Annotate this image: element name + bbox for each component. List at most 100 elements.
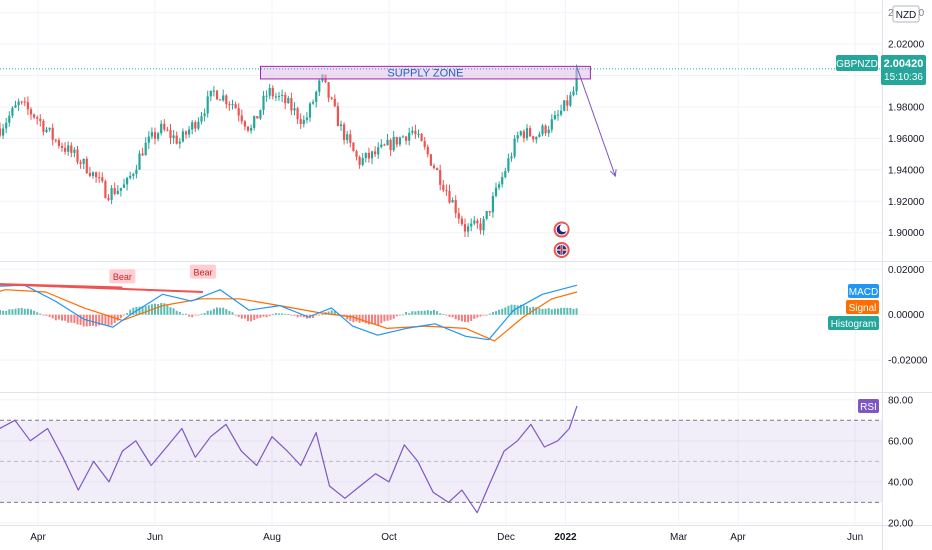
candle-body-156 <box>482 218 485 231</box>
candle-body-118 <box>364 152 367 159</box>
candle-body-109 <box>336 106 339 127</box>
signal-legend-swatch <box>846 300 879 314</box>
histogram-bar-7 <box>20 307 23 315</box>
histogram-bar-96 <box>296 314 299 318</box>
supply-zone-rect[interactable] <box>259 65 591 80</box>
candle-body-6 <box>17 101 20 106</box>
histogram-bar-69 <box>212 308 215 315</box>
histogram-bar-54 <box>166 305 169 315</box>
candle-body-62 <box>191 122 194 130</box>
histogram-bar-43 <box>132 307 135 315</box>
price-tick-label-5: 1.94000 <box>888 165 925 176</box>
histogram-bar-19 <box>57 314 60 320</box>
histogram-bar-30 <box>92 314 94 326</box>
histogram-bar-14 <box>42 314 45 316</box>
price-tag[interactable]: GBPNZD 2.00420 15:10:36 <box>836 55 926 85</box>
histogram-bar-109 <box>336 313 339 315</box>
last-price-label: 2.00420 <box>884 58 924 70</box>
histogram-bar-17 <box>51 314 54 319</box>
candle-body-21 <box>64 147 67 152</box>
histogram-bar-40 <box>123 314 125 316</box>
histogram-bar-53 <box>163 303 166 315</box>
candle-body-82 <box>253 116 256 128</box>
candle-body-158 <box>488 211 491 213</box>
time-tick-label-7: Apr <box>730 532 746 543</box>
candle-body-166 <box>513 138 516 157</box>
histogram-bar-97 <box>299 314 302 317</box>
histogram-bar-149 <box>460 314 463 322</box>
candle-body-31 <box>95 172 98 178</box>
currency-badge[interactable]: NZD <box>892 5 920 23</box>
histogram-bar-93 <box>287 314 290 315</box>
histogram-bar-27 <box>82 314 85 327</box>
histogram-bar-95 <box>293 314 296 316</box>
candle-body-121 <box>374 151 377 155</box>
candle-body-91 <box>281 94 284 96</box>
price-axis[interactable]: 2.020002.000001.980001.960001.940001.920… <box>888 8 928 529</box>
candle-body-34 <box>104 181 107 199</box>
candle-body-7 <box>20 101 23 103</box>
candle-body-76 <box>234 104 237 109</box>
histogram-bar-114 <box>352 314 355 323</box>
price-candles[interactable] <box>0 64 578 238</box>
histogram-bar-45 <box>138 306 141 315</box>
supply-zone[interactable]: SUPPLY ZONE <box>259 65 591 80</box>
event-badges[interactable] <box>553 221 570 258</box>
histogram-bar-135 <box>417 310 420 315</box>
histogram-bar-78 <box>240 314 243 319</box>
time-axis[interactable]: Apr Jun Aug Oct Dec 2022 Mar Apr Jun <box>30 532 863 543</box>
candle-body-132 <box>408 132 411 141</box>
time-tick-label-8: Jun <box>847 532 863 543</box>
rsi-legend[interactable]: RSI <box>858 399 879 413</box>
histogram-bar-81 <box>250 314 253 322</box>
bear-label-text: Bear <box>113 272 132 282</box>
rsi-tick-label-2: 40.00 <box>888 477 913 488</box>
macd-legend[interactable]: MACD Signal Histogram <box>828 284 879 330</box>
candle-body-51 <box>157 133 160 139</box>
histogram-bar-34 <box>104 314 107 325</box>
rsi-legend-label: RSI <box>860 402 877 413</box>
histogram-bar-132 <box>408 313 411 315</box>
projection-arrow[interactable] <box>576 67 617 178</box>
macd-pane[interactable]: BearBearBear <box>0 264 578 342</box>
macd-line <box>0 284 578 341</box>
candle-body-180 <box>556 114 560 116</box>
candle-body-159 <box>491 196 494 213</box>
histogram-bar-150 <box>464 314 466 323</box>
candle-body-93 <box>287 98 290 104</box>
histogram-bar-9 <box>26 308 29 315</box>
price-tick-label-3: 1.98000 <box>888 102 925 113</box>
candle-body-144 <box>445 190 448 192</box>
candle-body-175 <box>541 125 544 135</box>
candle-body-126 <box>389 139 392 151</box>
histogram-bar-141 <box>436 311 439 315</box>
candle-body-167 <box>516 135 519 139</box>
candle-body-84 <box>259 110 262 119</box>
rsi-pane[interactable] <box>0 405 578 514</box>
histogram-bar-20 <box>61 314 63 321</box>
candle-body-75 <box>231 104 234 106</box>
histogram-bar-143 <box>442 314 445 316</box>
candle-body-38 <box>116 190 119 194</box>
histogram-bar-52 <box>160 302 163 315</box>
bear-label-box <box>189 264 216 279</box>
candle-body-128 <box>395 136 398 145</box>
histogram-bar-5 <box>14 308 17 315</box>
histogram-bar-106 <box>327 311 330 315</box>
histogram-bar-159 <box>491 311 494 315</box>
candle-body-54 <box>166 129 169 131</box>
candle-body-171 <box>529 128 532 137</box>
histogram-bar-142 <box>439 313 442 315</box>
candle-body-179 <box>553 115 556 120</box>
candle-body-160 <box>494 187 498 197</box>
histogram-bar-94 <box>290 314 293 316</box>
candle-body-8 <box>23 101 26 103</box>
histogram-bar-62 <box>191 314 194 318</box>
histogram-bar-13 <box>39 313 42 315</box>
candle-body-52 <box>160 123 163 134</box>
histogram-bar-183 <box>566 307 569 315</box>
histogram-bar-181 <box>560 307 563 315</box>
candle-body-154 <box>476 220 479 224</box>
